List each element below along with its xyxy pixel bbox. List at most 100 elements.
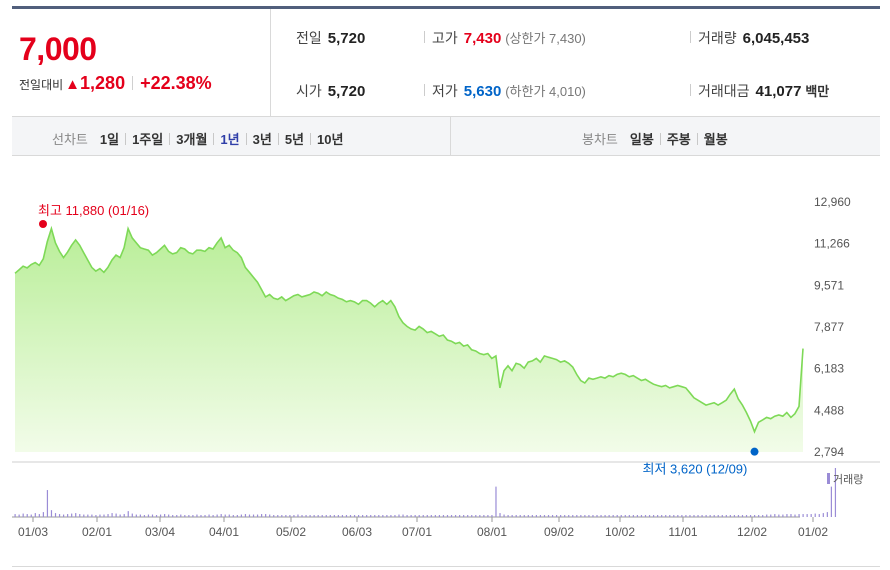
volume-bar bbox=[725, 515, 727, 517]
volume-bar bbox=[273, 515, 275, 517]
candle-daily[interactable]: 일봉 bbox=[629, 132, 654, 147]
period-10y[interactable]: 10년 bbox=[317, 132, 344, 147]
volume-bar bbox=[285, 515, 287, 517]
volume-bar bbox=[689, 515, 691, 517]
bottom-line bbox=[12, 566, 880, 567]
divider bbox=[424, 31, 425, 43]
volume-bar bbox=[737, 515, 740, 517]
volume-bar bbox=[240, 514, 242, 517]
volume-bar bbox=[438, 515, 441, 517]
volume-bar bbox=[782, 514, 784, 517]
volume-bar bbox=[293, 515, 295, 517]
x-tick-label: 04/01 bbox=[209, 525, 239, 539]
volume-bar bbox=[794, 514, 796, 517]
volume-bar bbox=[265, 514, 267, 517]
change-label: 전일대비 bbox=[19, 78, 64, 92]
volume-bar bbox=[224, 514, 226, 517]
volume-bar bbox=[366, 515, 368, 517]
volume-value: 6,045,453 bbox=[742, 30, 810, 47]
volume-bar bbox=[766, 514, 768, 517]
volume-bar bbox=[426, 515, 428, 517]
volume-bar bbox=[810, 514, 812, 517]
volume-bar bbox=[487, 515, 489, 517]
volume-bar bbox=[362, 515, 364, 517]
period-1w[interactable]: 1주일 bbox=[132, 132, 164, 147]
volume-bar bbox=[786, 514, 788, 517]
volume-bar bbox=[309, 515, 311, 517]
period-3m[interactable]: 3개월 bbox=[176, 132, 208, 147]
volume-bar bbox=[168, 514, 170, 517]
volume-bar bbox=[71, 513, 73, 517]
price-box: 7,000 전일대비 ▲1,280 +22.38% bbox=[12, 9, 271, 116]
period-1y[interactable]: 1년 bbox=[220, 132, 240, 147]
divider bbox=[245, 133, 247, 145]
volume-bar bbox=[38, 514, 40, 517]
volume-bar bbox=[394, 515, 396, 517]
volume-bar bbox=[802, 514, 804, 517]
volume-bar bbox=[454, 515, 457, 517]
volume-bar bbox=[543, 515, 546, 517]
volume-bar bbox=[564, 515, 566, 517]
amount-value: 41,077 bbox=[755, 83, 802, 100]
volume-bar bbox=[204, 515, 206, 517]
open-value: 5,720 bbox=[327, 83, 366, 100]
min-marker bbox=[750, 447, 759, 456]
volume-bar bbox=[75, 513, 77, 517]
candle-weekly[interactable]: 주봉 bbox=[666, 132, 691, 147]
volume-bar bbox=[329, 515, 331, 517]
volume-bar bbox=[374, 515, 376, 517]
volume-bar bbox=[378, 515, 380, 517]
volume-bar bbox=[192, 515, 194, 517]
volume-bar bbox=[119, 514, 121, 517]
volume-bar bbox=[471, 515, 473, 517]
volume-bar bbox=[491, 515, 493, 517]
volume-bar bbox=[685, 515, 687, 517]
volume-bar bbox=[798, 514, 800, 517]
volume-bar bbox=[616, 515, 618, 517]
volume-bar bbox=[127, 511, 129, 517]
volume-bar bbox=[499, 513, 501, 517]
volume-bar bbox=[184, 515, 186, 517]
volume-bar bbox=[208, 514, 210, 517]
candle-chart-periods: 봉차트 일봉 주봉 월봉 bbox=[582, 129, 728, 148]
volume-bar bbox=[26, 514, 28, 517]
volume-bar bbox=[14, 514, 16, 517]
volume-bar bbox=[333, 515, 335, 517]
volume-bar bbox=[729, 515, 731, 517]
volume-bar bbox=[357, 515, 360, 517]
divider bbox=[659, 133, 661, 145]
volume-bar bbox=[814, 513, 816, 517]
amount-label: 거래대금 bbox=[698, 83, 750, 99]
candle-monthly[interactable]: 월봉 bbox=[703, 132, 728, 147]
line-chart-label: 선차트 bbox=[52, 132, 88, 147]
volume-bar bbox=[555, 515, 558, 517]
x-tick-label: 11/01 bbox=[668, 525, 697, 539]
divider bbox=[310, 133, 312, 145]
volume-bar bbox=[644, 515, 647, 517]
volume-bar bbox=[143, 515, 146, 517]
volume-bar bbox=[705, 515, 707, 517]
volume-bar bbox=[527, 515, 529, 517]
volume-bar bbox=[677, 515, 679, 517]
price-area bbox=[15, 228, 803, 452]
line-chart-periods: 선차트 1일 1주일 3개월 1년 3년 5년 10년 bbox=[52, 129, 343, 148]
volume-bar bbox=[701, 515, 703, 517]
volume-bar bbox=[281, 515, 283, 517]
lower-limit: (하한가 4,010) bbox=[505, 84, 586, 99]
volume-bar bbox=[289, 515, 291, 517]
volume-bar bbox=[733, 515, 736, 517]
price-line bbox=[14, 225, 804, 434]
volume-bar bbox=[414, 515, 416, 517]
volume-bar bbox=[256, 514, 259, 517]
volume-bar bbox=[386, 515, 388, 517]
volume-bar bbox=[131, 513, 133, 517]
period-3y[interactable]: 3년 bbox=[252, 132, 272, 147]
volume-bar bbox=[220, 514, 222, 517]
period-5y[interactable]: 5년 bbox=[284, 132, 305, 147]
divider bbox=[169, 133, 171, 145]
divider bbox=[132, 76, 134, 90]
volume-bar bbox=[261, 514, 263, 517]
volume-bar bbox=[345, 515, 348, 517]
period-1d[interactable]: 1일 bbox=[99, 132, 120, 147]
